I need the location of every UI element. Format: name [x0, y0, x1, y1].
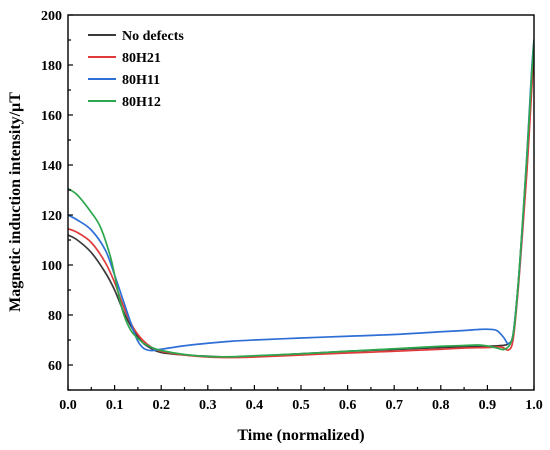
x-tick-label: 0.3: [199, 398, 217, 413]
x-tick-label: 0.1: [106, 398, 124, 413]
legend-label: 80H21: [122, 51, 161, 66]
y-tick-label: 160: [41, 109, 62, 124]
x-axis: 0.0 0.1 0.2 0.3 0.4 0.5 0.6 0.7 0.8 0.9 1.0: [59, 385, 543, 413]
series-layer: [68, 39, 534, 359]
x-tick-label: 0.9: [479, 398, 497, 413]
x-tick-label: 0.7: [385, 398, 403, 413]
x-tick-label: 0.8: [432, 398, 450, 413]
y-axis-title: Magnetic induction intensity/μT: [7, 92, 24, 312]
y-tick-label: 120: [41, 209, 62, 224]
legend: No defects 80H21 80H11 80H12: [88, 29, 184, 110]
y-tick-label: 100: [41, 259, 62, 274]
x-tick-label: 0.2: [152, 398, 170, 413]
y-tick-label: 200: [41, 9, 62, 24]
plot-area: [68, 15, 534, 390]
x-axis-title: Time (normalized): [237, 427, 364, 444]
y-tick-label: 60: [48, 359, 62, 374]
y-tick-label: 180: [41, 59, 62, 74]
legend-label: 80H12: [122, 95, 161, 110]
y-tick-label: 80: [48, 309, 62, 324]
x-tick-label: 0.4: [246, 398, 264, 413]
x-tick-label: 0.5: [292, 398, 310, 413]
series-line-80h12: [68, 39, 534, 358]
x-tick-label: 0.6: [339, 398, 357, 413]
y-tick-label: 140: [41, 159, 62, 174]
legend-label: No defects: [122, 29, 184, 44]
legend-label: 80H11: [122, 73, 160, 88]
y-axis: 60 80 100 120 140 160 180 200: [41, 9, 73, 391]
x-tick-label: 1.0: [525, 398, 543, 413]
x-tick-label: 0.0: [59, 398, 77, 413]
